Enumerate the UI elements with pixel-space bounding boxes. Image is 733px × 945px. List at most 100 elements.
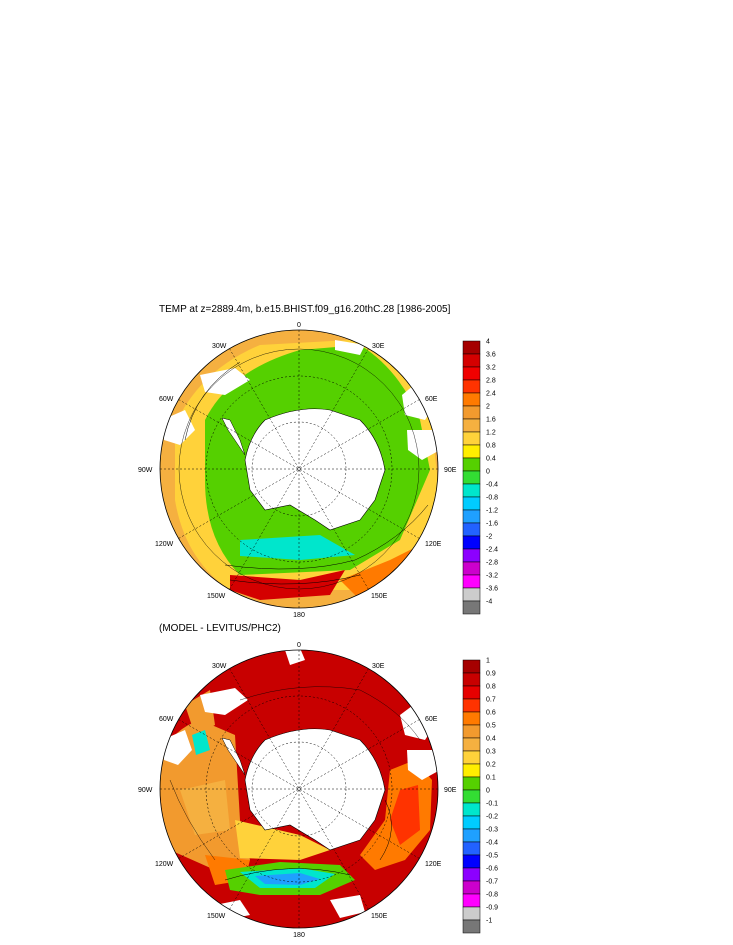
top-colorbar-label-13: -1.2 bbox=[486, 508, 498, 515]
bottom-graticule bbox=[160, 650, 438, 928]
top-lon-150w: 150W bbox=[207, 593, 226, 600]
bottom-colorbar-swatch-20 bbox=[462, 919, 481, 934]
top-colorbar-swatch-3 bbox=[462, 379, 481, 394]
bottom-colorbar-label-5: 0.5 bbox=[486, 723, 496, 730]
bottom-colorbar-swatch-17 bbox=[462, 880, 481, 895]
bottom-colorbar-swatch-5 bbox=[462, 724, 481, 739]
top-colorbar-label-3: 2.8 bbox=[486, 378, 496, 385]
top-colorbar-label-5: 2 bbox=[486, 404, 490, 411]
bottom-colorbar-label-18: -0.8 bbox=[486, 892, 498, 899]
bottom-colorbar-label-2: 0.8 bbox=[486, 684, 496, 691]
bottom-colorbar-swatch-7 bbox=[462, 750, 481, 765]
top-lon-90w: 90W bbox=[138, 467, 153, 474]
bottom-colorbar-label-10: 0 bbox=[486, 788, 490, 795]
top-polar-map: 0 180 90W 90E 30W 30E 60W 60E 120W 120E … bbox=[138, 322, 457, 619]
top-colorbar-label-17: -2.8 bbox=[486, 560, 498, 567]
top-colorbar: 4 3.6 3.2 2.8 2.4 2 1.6 1.2 0.8 0.4 0 -0.4 -0.8 -1.2 -… bbox=[462, 339, 498, 615]
top-colorbar-swatch-13 bbox=[462, 509, 481, 524]
bottom-colorbar-label-4: 0.6 bbox=[486, 710, 496, 717]
bottom-colorbar-label-1: 0.9 bbox=[486, 671, 496, 678]
top-lon-60e: 60E bbox=[425, 396, 438, 403]
top-colorbar-label-9: 0.4 bbox=[486, 456, 496, 463]
top-colorbar-swatch-8 bbox=[462, 444, 481, 459]
bottom-colorbar-swatch-8 bbox=[462, 763, 481, 778]
top-colorbar-swatch-17 bbox=[462, 561, 481, 576]
top-colorbar-label-4: 2.4 bbox=[486, 391, 496, 398]
bottom-colorbar-label-15: -0.5 bbox=[486, 853, 498, 860]
top-colorbar-swatch-11 bbox=[462, 483, 481, 498]
top-colorbar-swatch-12 bbox=[462, 496, 481, 511]
bottom-lon-120e: 120E bbox=[425, 861, 442, 868]
top-colorbar-label-16: -2.4 bbox=[486, 547, 498, 554]
bottom-colorbar-label-3: 0.7 bbox=[486, 697, 496, 704]
top-lon-30w: 30W bbox=[212, 343, 227, 350]
bottom-colorbar-label-14: -0.4 bbox=[486, 840, 498, 847]
top-colorbar-label-20: -4 bbox=[486, 599, 492, 606]
top-colorbar-swatch-5 bbox=[462, 405, 481, 420]
top-colorbar-label-15: -2 bbox=[486, 534, 492, 541]
bottom-colorbar-swatch-2 bbox=[462, 685, 481, 700]
top-colorbar-swatch-6 bbox=[462, 418, 481, 433]
bottom-colorbar-label-13: -0.3 bbox=[486, 827, 498, 834]
top-graticule bbox=[160, 330, 438, 608]
top-lon-120w: 120W bbox=[155, 541, 174, 548]
bottom-colorbar-swatch-16 bbox=[462, 867, 481, 882]
top-colorbar-label-12: -0.8 bbox=[486, 495, 498, 502]
bottom-colorbar-swatch-4 bbox=[462, 711, 481, 726]
bottom-colorbar-swatch-13 bbox=[462, 828, 481, 843]
bottom-lon-150e: 150E bbox=[371, 913, 388, 920]
top-colorbar-label-7: 1.2 bbox=[486, 430, 496, 437]
top-colorbar-label-18: -3.2 bbox=[486, 573, 498, 580]
bottom-colorbar-label-7: 0.3 bbox=[486, 749, 496, 756]
top-colorbar-label-19: -3.6 bbox=[486, 586, 498, 593]
top-colorbar-label-6: 1.6 bbox=[486, 417, 496, 424]
top-colorbar-swatch-9 bbox=[462, 457, 481, 472]
bottom-colorbar-label-17: -0.7 bbox=[486, 879, 498, 886]
bottom-colorbar-label-9: 0.1 bbox=[486, 775, 496, 782]
top-colorbar-label-2: 3.2 bbox=[486, 365, 496, 372]
bottom-colorbar-swatch-0 bbox=[462, 659, 481, 674]
bottom-colorbar-swatch-18 bbox=[462, 893, 481, 908]
top-lon-0: 0 bbox=[297, 322, 301, 329]
top-colorbar-swatch-1 bbox=[462, 353, 481, 368]
bottom-lon-150w: 150W bbox=[207, 913, 226, 920]
top-colorbar-swatch-7 bbox=[462, 431, 481, 446]
bottom-lon-90w: 90W bbox=[138, 787, 153, 794]
bottom-lon-30w: 30W bbox=[212, 663, 227, 670]
bottom-colorbar: 1 0.9 0.8 0.7 0.6 0.5 0.4 0.3 0.2 0.1 0 -0.1 -0.2 -0.… bbox=[462, 658, 498, 934]
top-colorbar-swatch-4 bbox=[462, 392, 481, 407]
top-lon-30e: 30E bbox=[372, 343, 385, 350]
top-colorbar-label-8: 0.8 bbox=[486, 443, 496, 450]
bottom-colorbar-label-11: -0.1 bbox=[486, 801, 498, 808]
bottom-colorbar-label-12: -0.2 bbox=[486, 814, 498, 821]
bottom-lon-120w: 120W bbox=[155, 861, 174, 868]
bottom-colorbar-swatch-10 bbox=[462, 789, 481, 804]
top-map-title: TEMP at z=2889.4m, b.e15.BHIST.f09_g16.2… bbox=[159, 304, 451, 315]
top-map-field bbox=[160, 330, 438, 608]
bottom-colorbar-label-6: 0.4 bbox=[486, 736, 496, 743]
bottom-colorbar-swatch-6 bbox=[462, 737, 481, 752]
bottom-polar-map: 0 180 90W 90E 30W 30E 60W 60E 120W 120E … bbox=[138, 642, 457, 939]
bottom-map-title: (MODEL - LEVITUS/PHC2) bbox=[159, 623, 281, 634]
bottom-lon-30e: 30E bbox=[372, 663, 385, 670]
bottom-colorbar-label-19: -0.9 bbox=[486, 905, 498, 912]
bottom-map-field bbox=[160, 650, 438, 928]
bottom-lon-180: 180 bbox=[293, 932, 305, 939]
top-colorbar-label-0: 4 bbox=[486, 339, 490, 346]
bottom-colorbar-label-20: -1 bbox=[486, 918, 492, 925]
bottom-colorbar-swatch-15 bbox=[462, 854, 481, 869]
bottom-colorbar-swatch-9 bbox=[462, 776, 481, 791]
bottom-colorbar-label-0: 1 bbox=[486, 658, 490, 665]
bottom-colorbar-swatch-19 bbox=[462, 906, 481, 921]
bottom-lon-90e: 90E bbox=[444, 787, 457, 794]
top-colorbar-label-11: -0.4 bbox=[486, 482, 498, 489]
bottom-colorbar-swatch-12 bbox=[462, 815, 481, 830]
top-colorbar-swatch-10 bbox=[462, 470, 481, 485]
bottom-colorbar-swatch-14 bbox=[462, 841, 481, 856]
top-lon-180: 180 bbox=[293, 612, 305, 619]
bottom-colorbar-swatch-11 bbox=[462, 802, 481, 817]
top-colorbar-swatch-15 bbox=[462, 535, 481, 550]
bottom-lon-60w: 60W bbox=[159, 716, 174, 723]
top-colorbar-swatch-19 bbox=[462, 587, 481, 602]
